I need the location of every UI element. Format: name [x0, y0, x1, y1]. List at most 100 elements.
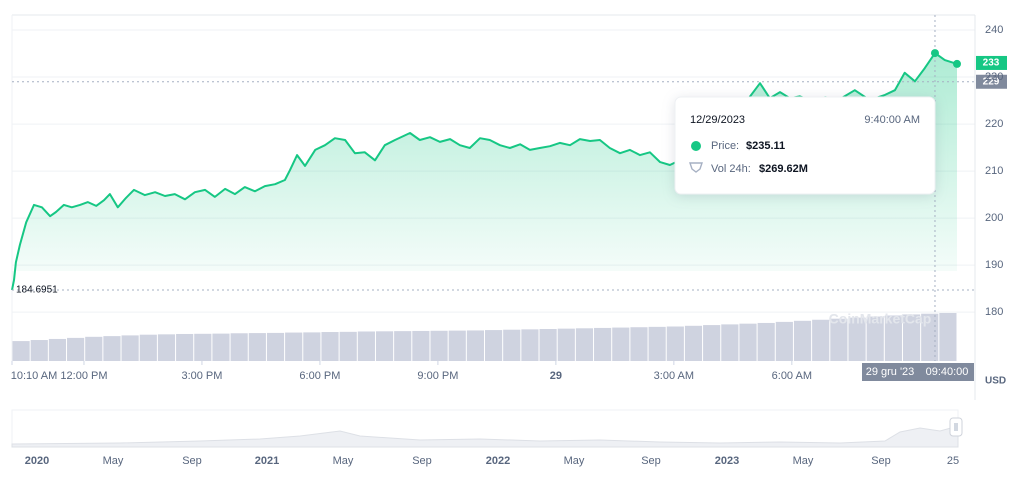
- volume-bar: [248, 333, 266, 361]
- navigator-label: May: [564, 455, 585, 467]
- volume-bar: [812, 319, 830, 361]
- price-area: [12, 53, 957, 290]
- volume-bar: [48, 338, 67, 361]
- volume-bar: [630, 327, 648, 361]
- volume-bar: [357, 331, 375, 361]
- tooltip-box: [674, 96, 936, 195]
- volume-bars: [12, 313, 957, 361]
- unit-label: USD: [985, 376, 1006, 387]
- crosshair-price-box: [976, 74, 1007, 89]
- volume-bar: [12, 341, 30, 361]
- navigator-label: Sep: [871, 455, 891, 467]
- volume-bar: [139, 334, 157, 361]
- tooltip-volume-icon: [689, 162, 703, 173]
- volume-bar: [648, 326, 666, 361]
- y-tick-label: 200: [985, 212, 1003, 224]
- crosshair-x-box: [862, 363, 974, 381]
- volume-bar: [830, 318, 848, 361]
- volume-bar: [721, 324, 739, 361]
- tooltip: 12/29/2023 9:40:00 AM Price: $235.11 Vol…: [674, 96, 936, 195]
- overlay: 184.6951 229 233 29 gru '23 09:40:00: [12, 15, 1007, 381]
- volume-bar: [703, 325, 721, 361]
- y-tick-label: 180: [985, 306, 1003, 318]
- volume-bar: [394, 331, 412, 361]
- x-tick-label: 3:00 AM: [654, 370, 694, 382]
- volume-bar: [448, 330, 466, 361]
- navigator-label: May: [333, 455, 354, 467]
- volume-bar: [503, 329, 521, 361]
- navigator-label: May: [103, 455, 124, 467]
- volume-bar: [757, 322, 775, 361]
- volume-bar: [430, 330, 448, 361]
- low-label: 184.6951: [16, 285, 58, 296]
- y-tick-label: 210: [985, 165, 1003, 177]
- hover-point: [930, 49, 939, 58]
- x-tick-label: 12:00 PM: [60, 370, 107, 382]
- volume-bar: [539, 329, 557, 361]
- volume-bar: [612, 327, 630, 361]
- y-tick-label: 240: [985, 24, 1003, 36]
- volume-bar: [176, 333, 194, 361]
- navigator-label: Sep: [412, 455, 432, 467]
- volume-bar: [30, 340, 48, 361]
- x-tick-label: 6:00 PM: [299, 370, 340, 382]
- watermark: CoinMarketCap: [829, 311, 932, 327]
- navigator-label: Sep: [182, 455, 202, 467]
- volume-bar: [684, 325, 703, 361]
- volume-bar: [230, 333, 248, 361]
- volume-bar: [266, 332, 285, 361]
- tooltip-price-dot: [691, 141, 701, 151]
- y-tick-label: 190: [985, 259, 1003, 271]
- current-price-label: 233: [983, 58, 1000, 69]
- volume-bar: [466, 330, 484, 361]
- volume-bar: [902, 314, 921, 361]
- volume-bar: [866, 316, 884, 361]
- y-tick-label: 230: [985, 71, 1003, 83]
- volume-bar: [121, 335, 139, 361]
- volume-bar: [285, 332, 303, 361]
- x-tick-label: 10:10 AM: [11, 370, 57, 382]
- navigator-label: 2023: [715, 455, 739, 467]
- navigator-area: [11, 425, 959, 448]
- volume-bar: [321, 332, 339, 361]
- x-tick-label: 9:00 PM: [417, 370, 458, 382]
- volume-bar: [339, 331, 357, 361]
- navigator-label: 2021: [255, 455, 279, 467]
- x-tick-label: 29: [550, 370, 562, 382]
- volume-bar: [575, 328, 594, 361]
- volume-bar: [921, 313, 939, 361]
- tooltip-volume: $269.62M: [759, 163, 808, 175]
- volume-bar: [557, 328, 575, 361]
- last-point: [953, 59, 961, 68]
- volume-bar: [594, 327, 612, 361]
- navigator-label: 2022: [486, 455, 510, 467]
- crosshair-price-label: 229: [983, 76, 1000, 87]
- series: [11, 52, 958, 291]
- tooltip-volume-label: Vol 24h:: [711, 163, 751, 175]
- volume-bar: [157, 334, 176, 361]
- volume-bar: [739, 323, 757, 361]
- tooltip-date: 12/29/2023: [690, 114, 745, 126]
- navigator-labels: 2020 May Sep 2021 May Sep 2022 May Sep 2023 May Sep…: [25, 455, 959, 467]
- volume-bar: [303, 332, 321, 361]
- y-tick-label: 220: [985, 118, 1003, 130]
- x-tick-label: 3:00 PM: [181, 370, 222, 382]
- navigator-label: 2020: [25, 455, 49, 467]
- volume-bar: [67, 337, 85, 361]
- crosshair-time: 09:40:00: [926, 366, 969, 378]
- navigator-label: 25: [947, 455, 959, 467]
- navigator-handle[interactable]: [949, 417, 963, 437]
- volume-bar: [212, 333, 230, 361]
- volume-bar: [666, 326, 684, 361]
- crosshair-date: 29 gru '23: [866, 366, 915, 378]
- current-price-box: [976, 55, 1007, 70]
- volume-bar: [85, 336, 103, 361]
- volume-bar: [521, 329, 539, 361]
- volume-bar: [412, 330, 430, 361]
- navigator-label: Sep: [641, 455, 661, 467]
- tooltip-price: $235.11: [746, 140, 785, 152]
- volume-bar: [485, 330, 503, 361]
- volume-bar: [884, 315, 902, 361]
